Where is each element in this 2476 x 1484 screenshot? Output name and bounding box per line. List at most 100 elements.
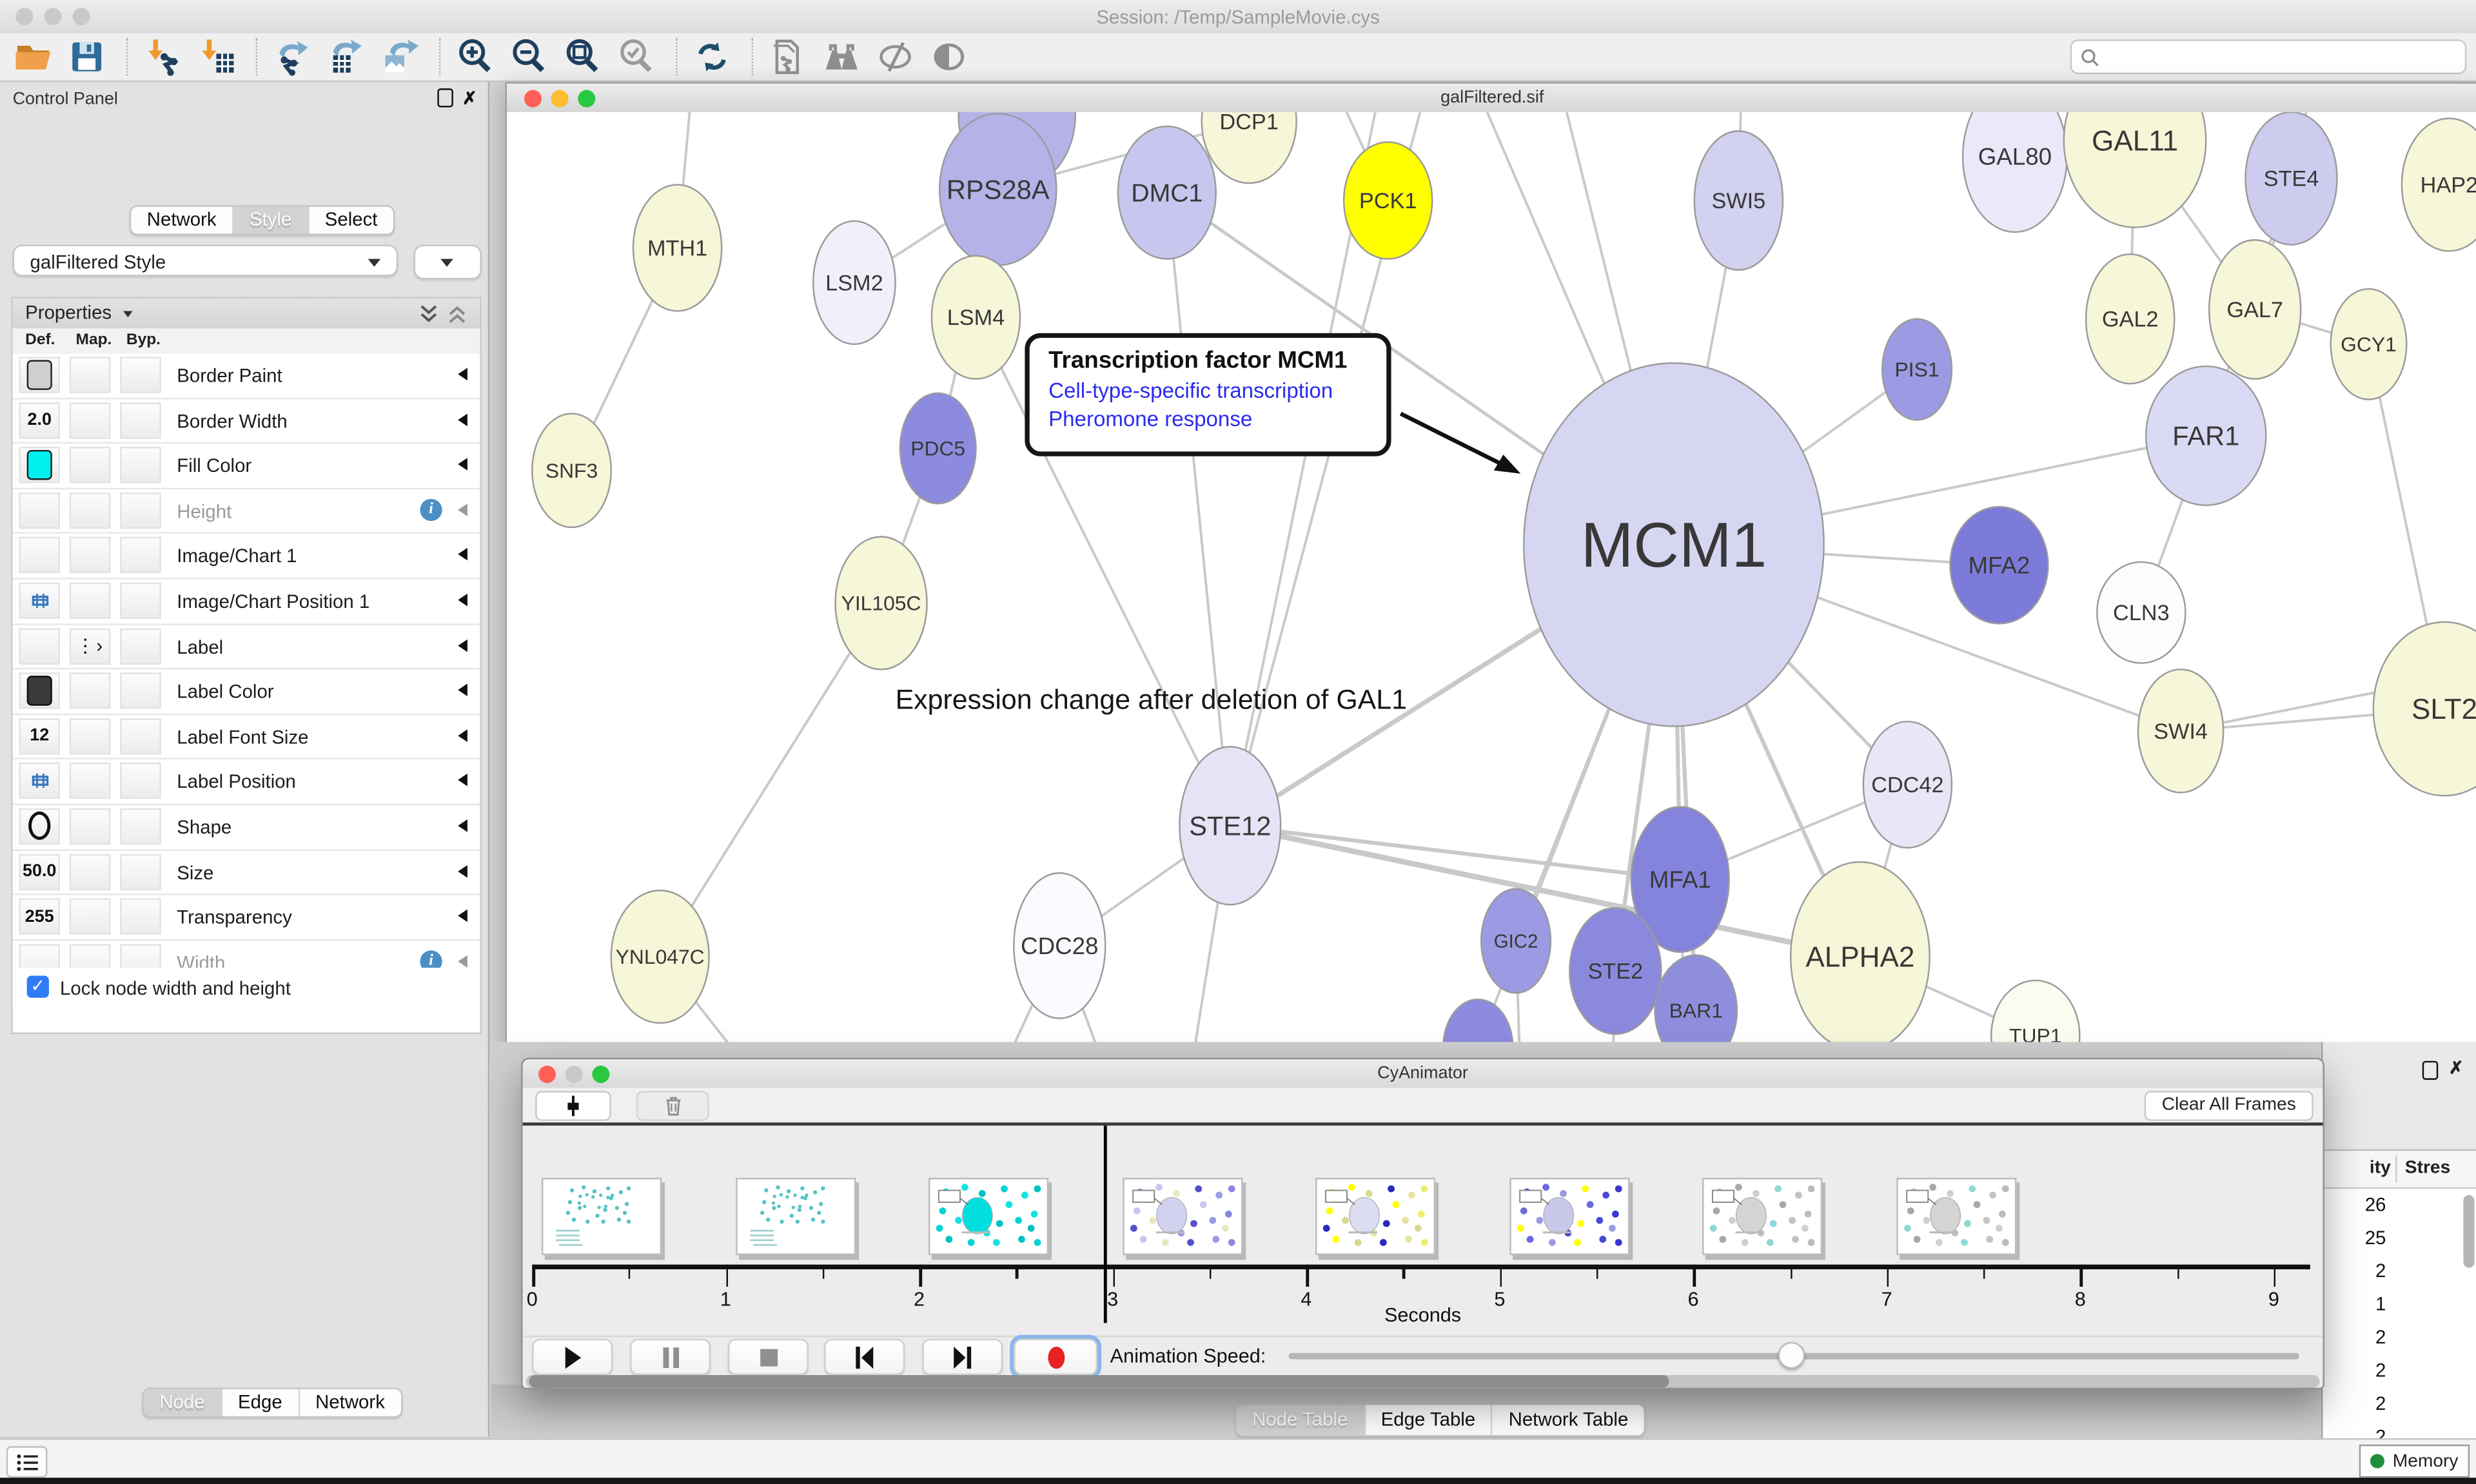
table-row[interactable]: 2	[2323, 1421, 2476, 1438]
export-table-button[interactable]	[322, 36, 369, 77]
mapping-cell[interactable]: ⋮›	[69, 627, 111, 664]
maximize-window-button[interactable]	[578, 90, 596, 108]
bypass-cell[interactable]	[120, 492, 161, 529]
tab-select[interactable]: Select	[309, 206, 393, 234]
close-window-button[interactable]	[15, 8, 34, 26]
edge[interactable]	[1229, 823, 1861, 960]
mapping-cell[interactable]	[69, 402, 111, 438]
mapping-cell[interactable]	[69, 537, 111, 574]
export-network-button[interactable]	[268, 36, 315, 77]
expand-property-icon[interactable]	[458, 593, 467, 607]
node-cln3[interactable]: CLN3	[2096, 561, 2186, 664]
frame-thumbnail-2[interactable]	[928, 1177, 1049, 1255]
expand-property-icon[interactable]	[458, 367, 467, 381]
close-window-button[interactable]	[524, 90, 542, 108]
node-far1[interactable]: FAR1	[2145, 365, 2267, 506]
bypass-cell[interactable]	[120, 672, 161, 709]
mapping-cell[interactable]	[69, 672, 111, 709]
default-value-cell[interactable]	[19, 627, 61, 664]
tab-style[interactable]: Style	[233, 206, 310, 234]
bypass-cell[interactable]	[120, 763, 161, 800]
default-value-cell[interactable]: 12	[19, 718, 61, 755]
table-row[interactable]: 2	[2323, 1255, 2476, 1288]
add-frame-button[interactable]	[535, 1091, 611, 1121]
node-cdc42[interactable]: CDC42	[1862, 720, 1953, 849]
lock-size-checkbox[interactable]: ✓	[26, 975, 49, 998]
frame-thumbnail-6[interactable]	[1702, 1177, 1823, 1255]
panel-toggle-button[interactable]	[6, 1446, 48, 1478]
node-dcp1[interactable]: DCP1	[1201, 112, 1297, 184]
table-row[interactable]: 2	[2323, 1322, 2476, 1354]
node-swi4[interactable]: SWI4	[2137, 669, 2225, 794]
default-value-cell[interactable]: 2.0	[19, 402, 61, 438]
frame-thumbnail-3[interactable]	[1122, 1177, 1243, 1255]
default-value-cell[interactable]	[19, 537, 61, 574]
frame-thumbnail-0[interactable]	[542, 1177, 662, 1255]
default-value-cell[interactable]: 50.0	[19, 853, 61, 890]
tab-edge-table[interactable]: Edge Table	[1365, 1405, 1493, 1436]
clear-all-frames-button[interactable]: Clear All Frames	[2144, 1091, 2314, 1121]
default-value-cell[interactable]	[19, 356, 61, 393]
default-value-cell[interactable]	[19, 763, 61, 800]
mapping-cell[interactable]	[69, 492, 111, 529]
export-image-button[interactable]	[376, 36, 423, 77]
stop-button[interactable]	[727, 1338, 809, 1376]
zoom-selected-button[interactable]	[613, 36, 660, 77]
default-value-cell[interactable]	[19, 808, 61, 845]
expand-property-icon[interactable]	[458, 774, 467, 787]
edge[interactable]	[974, 317, 1232, 826]
expand-property-icon[interactable]	[458, 864, 467, 877]
expand-property-icon[interactable]	[458, 503, 467, 516]
node-yil105c[interactable]: YIL105C	[834, 536, 928, 670]
zoom-fit-button[interactable]	[559, 36, 606, 77]
search-box[interactable]	[2070, 39, 2467, 75]
close-panel-icon[interactable]: ✗	[2448, 1059, 2464, 1079]
node-gcy1[interactable]: GCY1	[2330, 288, 2408, 400]
column-ity[interactable]: ity	[2369, 1158, 2391, 1178]
expand-property-icon[interactable]	[458, 413, 467, 426]
node-dmc1[interactable]: DMC1	[1117, 125, 1217, 260]
import-table-button[interactable]	[193, 36, 240, 77]
table-row[interactable]: 26	[2323, 1189, 2476, 1222]
default-value-cell[interactable]	[19, 492, 61, 529]
node-tup1[interactable]: TUP1	[1990, 979, 2081, 1044]
close-window-button[interactable]	[538, 1066, 556, 1084]
search-documents-button[interactable]	[818, 36, 865, 77]
node-pis1[interactable]: PIS1	[1881, 318, 1953, 421]
node-pck1[interactable]: PCK1	[1342, 141, 1433, 260]
node-mcm1[interactable]: MCM1	[1523, 362, 1825, 727]
tab-network-table[interactable]: Network Table	[1493, 1405, 1644, 1436]
tab-edge[interactable]: Edge	[222, 1389, 300, 1416]
annotation-link[interactable]: Cell-type-specific transcription	[1048, 378, 1333, 403]
default-value-cell[interactable]	[19, 582, 61, 619]
memory-button[interactable]: Memory	[2359, 1444, 2470, 1478]
edge[interactable]	[1230, 823, 1681, 882]
expand-property-icon[interactable]	[458, 638, 467, 652]
node-hap2[interactable]: HAP2	[2401, 117, 2476, 252]
style-selector[interactable]: galFiltered Style	[12, 244, 398, 277]
skip-to-end-button[interactable]	[922, 1338, 1003, 1376]
bypass-cell[interactable]	[120, 402, 161, 438]
skip-to-start-button[interactable]	[824, 1338, 905, 1376]
expand-property-icon[interactable]	[458, 728, 467, 742]
bypass-cell[interactable]	[120, 898, 161, 935]
mapping-cell[interactable]	[69, 898, 111, 935]
edge[interactable]	[659, 602, 883, 958]
expand-property-icon[interactable]	[458, 548, 467, 561]
tab-network[interactable]: Network	[299, 1389, 401, 1416]
node-ste4[interactable]: STE4	[2245, 112, 2338, 246]
node-lsm2[interactable]: LSM2	[812, 220, 896, 346]
save-session-button[interactable]	[63, 36, 110, 77]
float-panel-icon[interactable]	[437, 88, 453, 108]
delete-frame-button[interactable]	[636, 1091, 709, 1121]
import-network-button[interactable]	[139, 36, 186, 77]
edge[interactable]	[1165, 192, 1232, 826]
node-bar1[interactable]: BAR1	[1654, 954, 1738, 1044]
default-value-cell[interactable]	[19, 672, 61, 709]
default-value-cell[interactable]	[19, 447, 61, 483]
node-gal80[interactable]: GAL80	[1961, 112, 2068, 233]
bypass-cell[interactable]	[120, 582, 161, 619]
timeline-hscrollbar[interactable]	[526, 1375, 2320, 1388]
table-row[interactable]: 2	[2323, 1388, 2476, 1421]
mapping-cell[interactable]	[69, 582, 111, 619]
